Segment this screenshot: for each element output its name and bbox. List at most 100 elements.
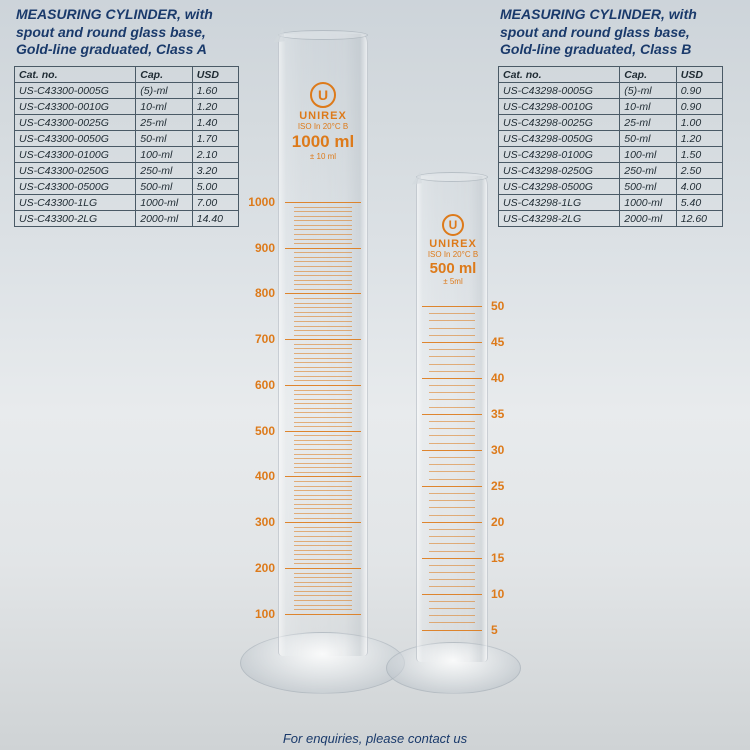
heading-line: Gold-line graduated, Class A bbox=[16, 41, 236, 59]
spec-table-class-b: Cat. no. Cap. USD US-C43298-0005G(5)-ml0… bbox=[498, 66, 723, 227]
graduation-label: 100 bbox=[235, 607, 275, 621]
cylinder-spout bbox=[410, 171, 422, 184]
cell-cap: (5)-ml bbox=[620, 83, 677, 99]
cell-cat: US-C43300-0005G bbox=[15, 83, 136, 99]
tbody-left: US-C43300-0005G(5)-ml1.60US-C43300-0010G… bbox=[15, 83, 239, 227]
heading-line: MEASURING CYLINDER, with bbox=[500, 6, 720, 24]
brand-ring-icon: U bbox=[310, 82, 336, 108]
cell-cap: 100-ml bbox=[620, 147, 677, 163]
cell-usd: 2.10 bbox=[192, 147, 238, 163]
col-usd: USD bbox=[192, 67, 238, 83]
cell-usd: 14.40 bbox=[192, 211, 238, 227]
col-usd: USD bbox=[676, 67, 722, 83]
col-cat: Cat. no. bbox=[15, 67, 136, 83]
graduation-label: 25 bbox=[491, 479, 521, 493]
table-header-row: Cat. no. Cap. USD bbox=[15, 67, 239, 83]
graduation-label: 50 bbox=[491, 299, 521, 313]
table-row: US-C43298-1LG1000-ml5.40 bbox=[499, 195, 723, 211]
graduations-large: 1000900800700600500400300200100 bbox=[278, 202, 368, 632]
graduation-label: 45 bbox=[491, 335, 521, 349]
cell-cap: 10-ml bbox=[136, 99, 193, 115]
cell-cat: US-C43300-0500G bbox=[15, 179, 136, 195]
brand-tolerance: ± 10 ml bbox=[248, 152, 398, 161]
graduation-label: 10 bbox=[491, 587, 521, 601]
cell-usd: 5.40 bbox=[676, 195, 722, 211]
brand-spec: ISO In 20°C B bbox=[248, 122, 398, 131]
cylinder-rim bbox=[278, 30, 368, 40]
graduation-label: 15 bbox=[491, 551, 521, 565]
cell-usd: 4.00 bbox=[676, 179, 722, 195]
cell-cat: US-C43298-0005G bbox=[499, 83, 620, 99]
cell-usd: 1.60 bbox=[192, 83, 238, 99]
brand-name: UNIREX bbox=[248, 110, 398, 122]
table-row: US-C43298-0025G25-ml1.00 bbox=[499, 115, 723, 131]
cell-usd: 1.70 bbox=[192, 131, 238, 147]
table-row: US-C43300-0025G25-ml1.40 bbox=[15, 115, 239, 131]
graduation-label: 5 bbox=[491, 623, 521, 637]
cell-cap: (5)-ml bbox=[136, 83, 193, 99]
table-row: US-C43300-0010G10-ml1.20 bbox=[15, 99, 239, 115]
cell-usd: 3.20 bbox=[192, 163, 238, 179]
heading-line: MEASURING CYLINDER, with bbox=[16, 6, 236, 24]
cell-cat: US-C43300-0025G bbox=[15, 115, 136, 131]
cell-usd: 7.00 bbox=[192, 195, 238, 211]
cell-usd: 0.90 bbox=[676, 83, 722, 99]
cylinder-brand: U UNIREX ISO In 20°C B 500 ml ± 5ml bbox=[388, 214, 518, 286]
heading-class-b: MEASURING CYLINDER, with spout and round… bbox=[500, 6, 720, 59]
table-row: US-C43298-0500G500-ml4.00 bbox=[499, 179, 723, 195]
graduation-label: 30 bbox=[491, 443, 521, 457]
cell-cap: 50-ml bbox=[136, 131, 193, 147]
heading-line: Gold-line graduated, Class B bbox=[500, 41, 720, 59]
table-row: US-C43300-0050G50-ml1.70 bbox=[15, 131, 239, 147]
heading-class-a: MEASURING CYLINDER, with spout and round… bbox=[16, 6, 236, 59]
table-row: US-C43300-0500G500-ml5.00 bbox=[15, 179, 239, 195]
table-header-row: Cat. no. Cap. USD bbox=[499, 67, 723, 83]
graduation-label: 300 bbox=[235, 515, 275, 529]
cylinder-500ml: U UNIREX ISO In 20°C B 500 ml ± 5ml 5045… bbox=[388, 176, 518, 736]
table-row: US-C43298-0250G250-ml2.50 bbox=[499, 163, 723, 179]
brand-name: UNIREX bbox=[388, 238, 518, 250]
cell-cat: US-C43298-0050G bbox=[499, 131, 620, 147]
cell-cap: 250-ml bbox=[136, 163, 193, 179]
cell-cap: 50-ml bbox=[620, 131, 677, 147]
brand-ring-icon: U bbox=[442, 214, 464, 236]
brand-tolerance: ± 5ml bbox=[388, 277, 518, 286]
cell-usd: 12.60 bbox=[676, 211, 722, 227]
graduation-label: 200 bbox=[235, 561, 275, 575]
cell-cap: 25-ml bbox=[136, 115, 193, 131]
table-row: US-C43300-1LG1000-ml7.00 bbox=[15, 195, 239, 211]
cell-cat: US-C43298-0025G bbox=[499, 115, 620, 131]
table-row: US-C43298-0050G50-ml1.20 bbox=[499, 131, 723, 147]
cylinder-rim bbox=[416, 172, 488, 182]
tbody-right: US-C43298-0005G(5)-ml0.90US-C43298-0010G… bbox=[499, 83, 723, 227]
cell-cap: 25-ml bbox=[620, 115, 677, 131]
cell-cap: 1000-ml bbox=[620, 195, 677, 211]
footer-text: For enquiries, please contact us bbox=[0, 731, 750, 746]
graduation-label: 700 bbox=[235, 332, 275, 346]
cell-cat: US-C43300-0250G bbox=[15, 163, 136, 179]
brand-capacity: 500 ml bbox=[388, 260, 518, 277]
cell-cap: 500-ml bbox=[620, 179, 677, 195]
cell-usd: 5.00 bbox=[192, 179, 238, 195]
table-row: US-C43300-2LG2000-ml14.40 bbox=[15, 211, 239, 227]
col-cap: Cap. bbox=[620, 67, 677, 83]
graduation-label: 900 bbox=[235, 241, 275, 255]
graduation-label: 40 bbox=[491, 371, 521, 385]
cell-usd: 2.50 bbox=[676, 163, 722, 179]
cylinder-spout bbox=[271, 27, 285, 43]
graduation-label: 800 bbox=[235, 286, 275, 300]
heading-line: spout and round glass base, bbox=[16, 24, 236, 42]
spec-table-class-a: Cat. no. Cap. USD US-C43300-0005G(5)-ml1… bbox=[14, 66, 239, 227]
cell-cap: 2000-ml bbox=[136, 211, 193, 227]
cylinder-brand: U UNIREX ISO In 20°C B 1000 ml ± 10 ml bbox=[248, 82, 398, 161]
col-cap: Cap. bbox=[136, 67, 193, 83]
graduations-small: 5045403530252015105 bbox=[416, 306, 488, 644]
cell-cap: 1000-ml bbox=[136, 195, 193, 211]
cell-cat: US-C43300-0100G bbox=[15, 147, 136, 163]
catalog-page: MEASURING CYLINDER, with spout and round… bbox=[0, 0, 750, 750]
table-row: US-C43300-0100G100-ml2.10 bbox=[15, 147, 239, 163]
brand-spec: ISO In 20°C B bbox=[388, 250, 518, 259]
graduation-label: 35 bbox=[491, 407, 521, 421]
cell-usd: 1.50 bbox=[676, 147, 722, 163]
cell-usd: 0.90 bbox=[676, 99, 722, 115]
